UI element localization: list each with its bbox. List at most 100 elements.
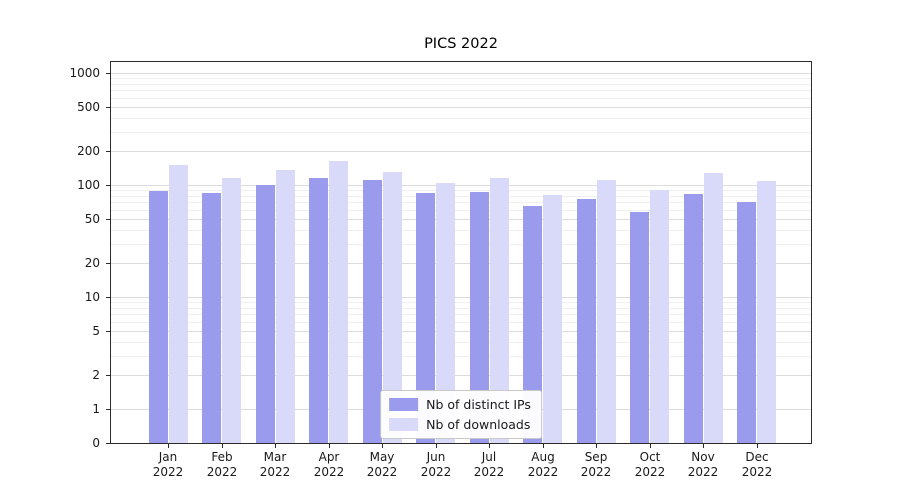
y-tick-label: 1 [92, 402, 100, 416]
x-tick-label: Mar 2022 [259, 450, 291, 479]
y-tick-mark [106, 409, 110, 410]
y-tick-label: 100 [77, 178, 100, 192]
y-tick-label: 10 [84, 290, 100, 304]
y-tick-mark [106, 219, 110, 220]
bar-downloads-dec [757, 181, 776, 443]
y-tick-mark [106, 151, 110, 152]
bar-distinct-ips-dec [737, 202, 756, 443]
bar-downloads-feb [222, 178, 241, 443]
gridline-minor [111, 78, 811, 79]
gridline-minor [111, 302, 811, 303]
gridline-major [111, 375, 811, 376]
legend: Nb of distinct IPs Nb of downloads [380, 390, 542, 439]
y-tick-label: 2 [92, 368, 100, 382]
bar-downloads-jul [489, 178, 509, 443]
bar-downloads-aug [543, 194, 562, 443]
x-tick-label: Jan 2022 [152, 450, 184, 479]
gridline-minor [111, 196, 811, 197]
bar-distinct-ips-oct [630, 212, 649, 443]
x-tick-mark [382, 444, 383, 448]
y-tick-mark [106, 263, 110, 264]
gridline-minor [111, 356, 811, 357]
legend-swatch-distinct-ips [389, 398, 419, 411]
bar-distinct-ips-jul [469, 191, 489, 443]
bar-distinct-ips-nov [683, 194, 703, 443]
bar-distinct-ips-jun [416, 192, 435, 443]
x-tick-label: Nov 2022 [687, 450, 719, 479]
legend-item-downloads: Nb of downloads [389, 417, 531, 432]
gridline-major [111, 297, 811, 298]
x-tick-mark [168, 444, 169, 448]
x-tick-mark [489, 444, 490, 448]
gridline-major [111, 263, 811, 264]
bar-downloads-apr [329, 160, 348, 443]
y-tick-mark [106, 185, 110, 186]
x-tick-label: Oct 2022 [634, 450, 666, 479]
y-tick-mark [106, 331, 110, 332]
legend-label-distinct-ips: Nb of distinct IPs [426, 397, 531, 412]
gridline-minor [111, 190, 811, 191]
bar-downloads-jun [436, 182, 455, 443]
x-tick-mark [543, 444, 544, 448]
x-tick-label: May 2022 [366, 450, 398, 479]
y-tick-mark [106, 73, 110, 74]
gridline-minor [111, 84, 811, 85]
x-tick-mark [650, 444, 651, 448]
x-tick-mark [436, 444, 437, 448]
gridline-minor [111, 308, 811, 309]
bar-downloads-jan [168, 165, 188, 443]
bar-downloads-sep [596, 179, 616, 443]
y-tick-label: 0 [92, 436, 100, 450]
x-tick-mark [329, 444, 330, 448]
bar-distinct-ips-sep [576, 199, 596, 443]
gridline-minor [111, 118, 811, 119]
gridline-minor [111, 322, 811, 323]
bar-distinct-ips-mar [255, 185, 275, 443]
y-tick-mark [106, 297, 110, 298]
gridline-major [111, 185, 811, 186]
bar-downloads-mar [275, 170, 295, 443]
y-tick-mark [106, 107, 110, 108]
x-tick-label: Jul 2022 [473, 450, 505, 479]
x-tick-label: Aug 2022 [527, 450, 559, 479]
bar-downloads-may [382, 172, 402, 443]
gridline-minor [111, 244, 811, 245]
y-tick-label: 1000 [69, 66, 100, 80]
bar-distinct-ips-aug [523, 206, 542, 443]
gridline-minor [111, 202, 811, 203]
gridline-minor [111, 210, 811, 211]
y-tick-label: 5 [92, 324, 100, 338]
x-tick-label: Jun 2022 [420, 450, 452, 479]
x-tick-mark [757, 444, 758, 448]
bar-downloads-nov [703, 173, 723, 443]
x-tick-mark [703, 444, 704, 448]
gridline-minor [111, 342, 811, 343]
gridline-major [111, 151, 811, 152]
bar-distinct-ips-feb [202, 192, 221, 443]
bar-distinct-ips-jan [148, 191, 168, 443]
bar-distinct-ips-may [362, 180, 382, 443]
y-tick-label: 50 [84, 212, 100, 226]
gridline-major [111, 107, 811, 108]
plot-area: Nb of distinct IPs Nb of downloads [110, 61, 812, 444]
gridline-major [111, 73, 811, 74]
gridline-major [111, 219, 811, 220]
y-tick-mark [106, 443, 110, 444]
gridline-minor [111, 132, 811, 133]
gridline-minor [111, 314, 811, 315]
x-tick-mark [275, 444, 276, 448]
legend-label-downloads: Nb of downloads [426, 417, 531, 432]
gridline-minor [111, 98, 811, 99]
legend-item-distinct-ips: Nb of distinct IPs [389, 397, 531, 412]
x-tick-mark [222, 444, 223, 448]
bar-downloads-oct [650, 190, 669, 443]
y-tick-label: 20 [84, 256, 100, 270]
x-tick-mark [596, 444, 597, 448]
bar-distinct-ips-apr [309, 178, 328, 443]
gridline-minor [111, 90, 811, 91]
x-tick-label: Dec 2022 [741, 450, 773, 479]
y-tick-mark [106, 375, 110, 376]
gridline-minor [111, 230, 811, 231]
x-tick-label: Apr 2022 [313, 450, 345, 479]
